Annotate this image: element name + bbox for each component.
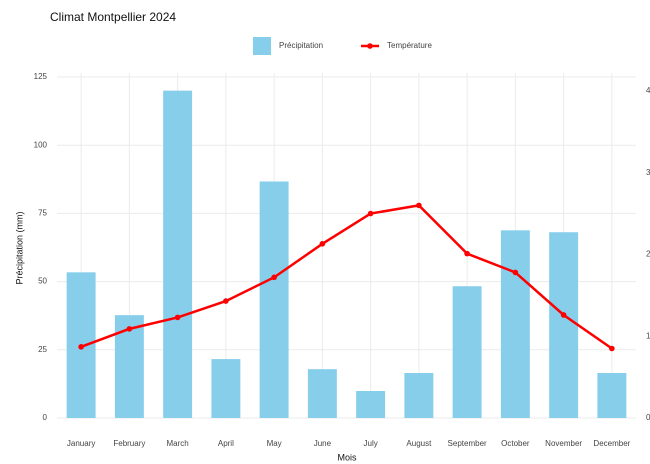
x-tick-label: February xyxy=(113,439,145,448)
x-axis-title: Mois xyxy=(337,452,357,462)
x-tick-label: May xyxy=(267,439,282,448)
bar xyxy=(597,372,627,418)
bar xyxy=(549,232,579,418)
y-tick-label: 125 xyxy=(34,72,48,81)
point xyxy=(464,250,470,257)
chart-title: Climat Montpellier 2024 xyxy=(50,10,176,24)
x-tick-label: August xyxy=(406,439,432,448)
x-tick-label: March xyxy=(167,439,189,448)
x-tick-label: October xyxy=(501,439,530,448)
y2-tick-label: 40 xyxy=(646,86,650,95)
legend-label: Précipitation xyxy=(279,41,323,50)
x-tick-label: June xyxy=(314,439,332,448)
point xyxy=(174,314,181,321)
point xyxy=(319,241,326,247)
bar xyxy=(307,369,337,418)
y2-tick-label: 0 xyxy=(646,413,650,422)
bar xyxy=(500,230,530,418)
bar xyxy=(259,181,289,418)
point xyxy=(416,202,422,209)
x-tick-label: November xyxy=(545,439,582,448)
bar xyxy=(211,359,241,418)
legend-swatch xyxy=(367,43,373,49)
y-tick-label: 100 xyxy=(34,140,48,149)
x-tick-label: April xyxy=(218,439,234,448)
bar xyxy=(404,372,434,418)
y-axis-title: Précipitation (mm) xyxy=(14,211,24,284)
x-tick-label: January xyxy=(67,439,95,448)
x-tick-label: December xyxy=(593,439,630,448)
y-tick-label: 75 xyxy=(38,209,47,218)
legend-swatch xyxy=(253,37,271,55)
bar xyxy=(356,390,386,418)
point xyxy=(271,274,277,281)
x-tick-label: July xyxy=(364,439,378,448)
point xyxy=(223,298,229,304)
point xyxy=(367,210,374,217)
point xyxy=(560,312,567,318)
legend-label: Température xyxy=(387,41,432,50)
y-tick-label: 50 xyxy=(38,277,47,286)
y-tick-label: 0 xyxy=(43,413,48,422)
point xyxy=(512,269,519,276)
y2-tick-label: 30 xyxy=(646,168,650,177)
y2-tick-label: 10 xyxy=(646,331,650,340)
line xyxy=(80,204,613,350)
point xyxy=(78,344,84,350)
bar xyxy=(452,286,482,418)
point xyxy=(126,326,133,332)
bar xyxy=(163,90,193,418)
y-tick-label: 25 xyxy=(38,345,47,354)
point xyxy=(609,345,615,352)
x-tick-label: September xyxy=(448,439,487,448)
y2-tick-label: 20 xyxy=(646,250,650,259)
